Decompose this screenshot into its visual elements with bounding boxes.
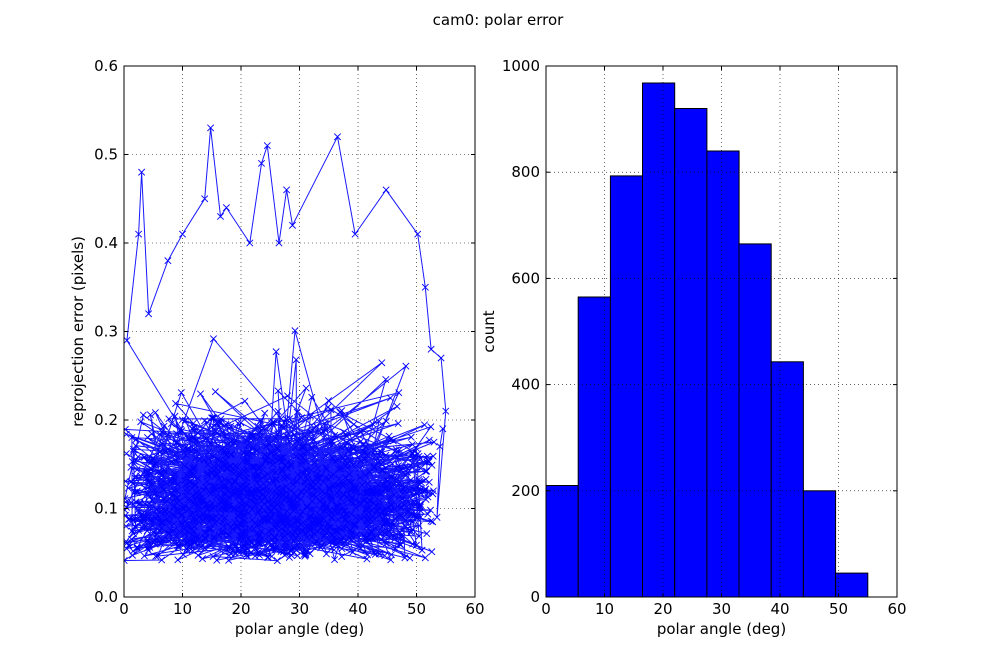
histogram-bar-2: [609, 175, 644, 598]
right-ytick-label: 600: [511, 269, 540, 287]
right-xtick-label: 0: [541, 600, 551, 618]
histogram-bar-4: [674, 108, 708, 598]
histogram-bar-1: [577, 296, 611, 598]
left-xtick-label: 0: [119, 600, 129, 618]
left-xtick-label: 10: [173, 600, 192, 618]
plot-left-xlabel: polar angle (deg): [235, 620, 364, 638]
left-ytick-label: 0.2: [94, 411, 118, 429]
right-ytick-label: 1000: [502, 57, 540, 75]
right-ytick-label: 800: [511, 163, 540, 181]
left-ytick-label: 0.6: [94, 57, 118, 75]
left-xtick-label: 60: [465, 600, 484, 618]
right-xtick-label: 30: [712, 600, 731, 618]
left-ytick-label: 0.3: [94, 323, 118, 341]
histogram-bar-3: [642, 82, 676, 598]
plot-right-ylabel: count: [480, 310, 498, 352]
plot-right-xlabel: polar angle (deg): [657, 620, 786, 638]
right-ytick-label: 400: [511, 376, 540, 394]
reprojection-error-plot: 0 10 20 30 40 50 60 0.0 0.1 0.2 0.3 0.4 0.5 0.6 polar…: [69, 57, 485, 638]
histogram-bar-5: [706, 150, 740, 598]
left-xtick-label: 40: [348, 600, 367, 618]
left-xtick-label: 20: [231, 600, 250, 618]
right-xtick-label: 40: [770, 600, 789, 618]
histogram-bar-9: [835, 572, 869, 598]
right-xtick-label: 20: [653, 600, 672, 618]
right-ytick-label: 200: [511, 482, 540, 500]
right-xtick-label: 50: [829, 600, 848, 618]
figure-title: cam0: polar error: [433, 11, 565, 29]
left-ytick-label: 0.1: [94, 500, 118, 518]
right-xtick-label: 10: [595, 600, 614, 618]
right-xtick-label: 60: [887, 600, 906, 618]
plot-left-ticks: 0 10 20 30 40 50 60 0.0 0.1 0.2 0.3 0.4 0.5 0.6: [94, 57, 484, 618]
histogram-bars: [545, 82, 869, 598]
plot-left-grid: [124, 66, 475, 597]
left-ytick-label: 0.5: [94, 146, 118, 164]
left-ytick-label: 0.4: [94, 234, 118, 252]
right-ytick-label: 0: [530, 588, 540, 606]
histogram-bar-6: [738, 243, 772, 598]
plot-left-ylabel: reprojection error (pixels): [69, 236, 87, 427]
left-xtick-label: 50: [407, 600, 426, 618]
histogram-bar-7: [770, 361, 804, 598]
plot-left-series: [124, 124, 450, 565]
histogram-bar-0: [545, 485, 579, 598]
plot-right-grid: [546, 66, 897, 597]
left-xtick-label: 30: [290, 600, 309, 618]
plot-left-series-group: [124, 124, 450, 565]
plot-left-markers: [124, 124, 450, 565]
histogram-bar-8: [802, 490, 837, 598]
left-ytick-label: 0.0: [94, 588, 118, 606]
